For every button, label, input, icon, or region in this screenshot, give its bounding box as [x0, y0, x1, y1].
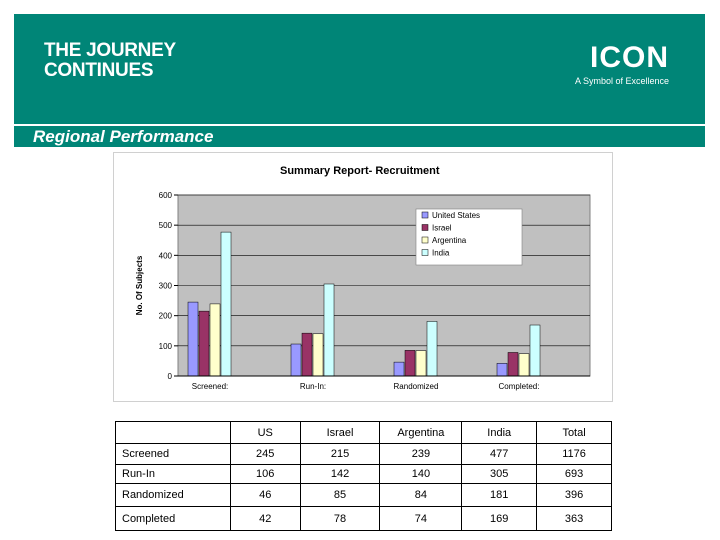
legend-swatch — [421, 224, 429, 231]
table-cell: 363 — [536, 506, 612, 531]
y-tick-label: 100 — [159, 342, 173, 351]
table-cell: 396 — [536, 483, 612, 507]
row-label: Randomized — [115, 483, 231, 507]
x-tick-label: Randomized — [394, 382, 439, 391]
x-tick-label: Completed: — [499, 382, 540, 391]
col-header-india: India — [461, 421, 538, 444]
legend-entry: Israel — [432, 224, 452, 233]
header-banner: THE JOURNEY CONTINUES ICON A Symbol of E… — [14, 14, 705, 124]
table-cell: 169 — [461, 506, 538, 531]
bar — [290, 343, 302, 377]
table-cell: 106 — [229, 464, 301, 484]
table-cell: 78 — [299, 506, 381, 531]
y-tick-label: 500 — [159, 221, 173, 230]
bar — [426, 321, 438, 377]
table-cell: 305 — [461, 464, 538, 484]
bar — [529, 324, 541, 377]
row-label: Completed — [115, 506, 231, 531]
y-tick-label: 600 — [159, 191, 173, 200]
bar — [496, 363, 508, 377]
table-row: Run-In 106 142 140 305 693 — [115, 464, 612, 484]
bar — [209, 303, 221, 377]
y-tick-label: 300 — [159, 282, 173, 291]
y-tick-label: 400 — [159, 251, 173, 260]
table-cell: 693 — [536, 464, 612, 484]
bar — [187, 301, 199, 377]
bar — [507, 352, 519, 377]
table-cell: 477 — [461, 443, 538, 465]
bar — [323, 283, 335, 377]
table-corner-cell — [115, 421, 231, 444]
table-row: Completed 42 78 74 169 363 — [115, 506, 612, 531]
table-row: Screened 245 215 239 477 1176 — [115, 443, 612, 465]
row-label: Run-In — [115, 464, 231, 484]
tagline-line1: THE JOURNEY — [44, 40, 176, 61]
bar — [404, 350, 416, 377]
logo-tagline: A Symbol of Excellence — [574, 76, 669, 86]
legend-swatch — [421, 236, 429, 244]
tagline: THE JOURNEY CONTINUES — [44, 41, 176, 81]
row-label: Screened — [115, 443, 231, 465]
table-cell: 245 — [229, 443, 301, 465]
bar — [220, 231, 232, 377]
chart-svg: Summary Report- Recruitment 0 100 200 300 400… — [135, 165, 591, 391]
bar — [415, 350, 427, 377]
y-axis-label: No. Of Subjects — [135, 255, 144, 315]
bar — [301, 332, 313, 377]
recruitment-chart: Summary Report- Recruitment 0 100 200 300 400… — [113, 152, 613, 402]
legend-swatch — [421, 249, 429, 256]
col-header-argentina: Argentina — [379, 421, 463, 444]
col-header-israel: Israel — [299, 421, 381, 444]
header-separator — [14, 124, 705, 126]
slide-title: Regional Performance — [33, 127, 214, 146]
bar — [393, 361, 405, 377]
table-cell: 1176 — [536, 443, 612, 465]
bar — [518, 353, 530, 377]
table-cell: 85 — [299, 483, 381, 507]
table-cell: 46 — [229, 483, 301, 507]
x-tick-label: Run-In: — [300, 382, 326, 391]
table-cell: 181 — [461, 483, 538, 507]
bar — [312, 333, 324, 377]
chart-title: Summary Report- Recruitment — [280, 165, 440, 177]
table-cell: 74 — [379, 506, 463, 531]
col-header-us: US — [229, 421, 301, 444]
table-cell: 142 — [299, 464, 381, 484]
legend-box — [415, 208, 523, 266]
table-header-row: US Israel Argentina India Total — [115, 421, 612, 444]
title-bar: Regional Performance — [14, 126, 705, 147]
tagline-line2: CONTINUES — [44, 60, 154, 81]
table-row: Randomized 46 85 84 181 396 — [115, 483, 612, 507]
legend-swatch — [421, 211, 429, 219]
table-cell: 140 — [379, 464, 463, 484]
y-tick-label: 200 — [159, 312, 173, 321]
legend-entry: Argentina — [432, 236, 467, 245]
icon-logo: ICON A Symbol of Excellence — [573, 41, 669, 87]
legend-entry: United States — [432, 211, 480, 220]
logo-word: ICON — [590, 41, 669, 74]
bar — [198, 310, 210, 377]
table-cell: 84 — [379, 483, 463, 507]
recruitment-table: US Israel Argentina India Total Screened… — [115, 421, 612, 531]
table-cell: 239 — [379, 443, 463, 465]
legend-entry: India — [432, 249, 450, 258]
x-tick-label: Screened: — [192, 382, 228, 391]
table-cell: 215 — [299, 443, 381, 465]
col-header-total: Total — [536, 421, 612, 444]
y-tick-label: 0 — [168, 372, 173, 381]
table-cell: 42 — [229, 506, 301, 531]
